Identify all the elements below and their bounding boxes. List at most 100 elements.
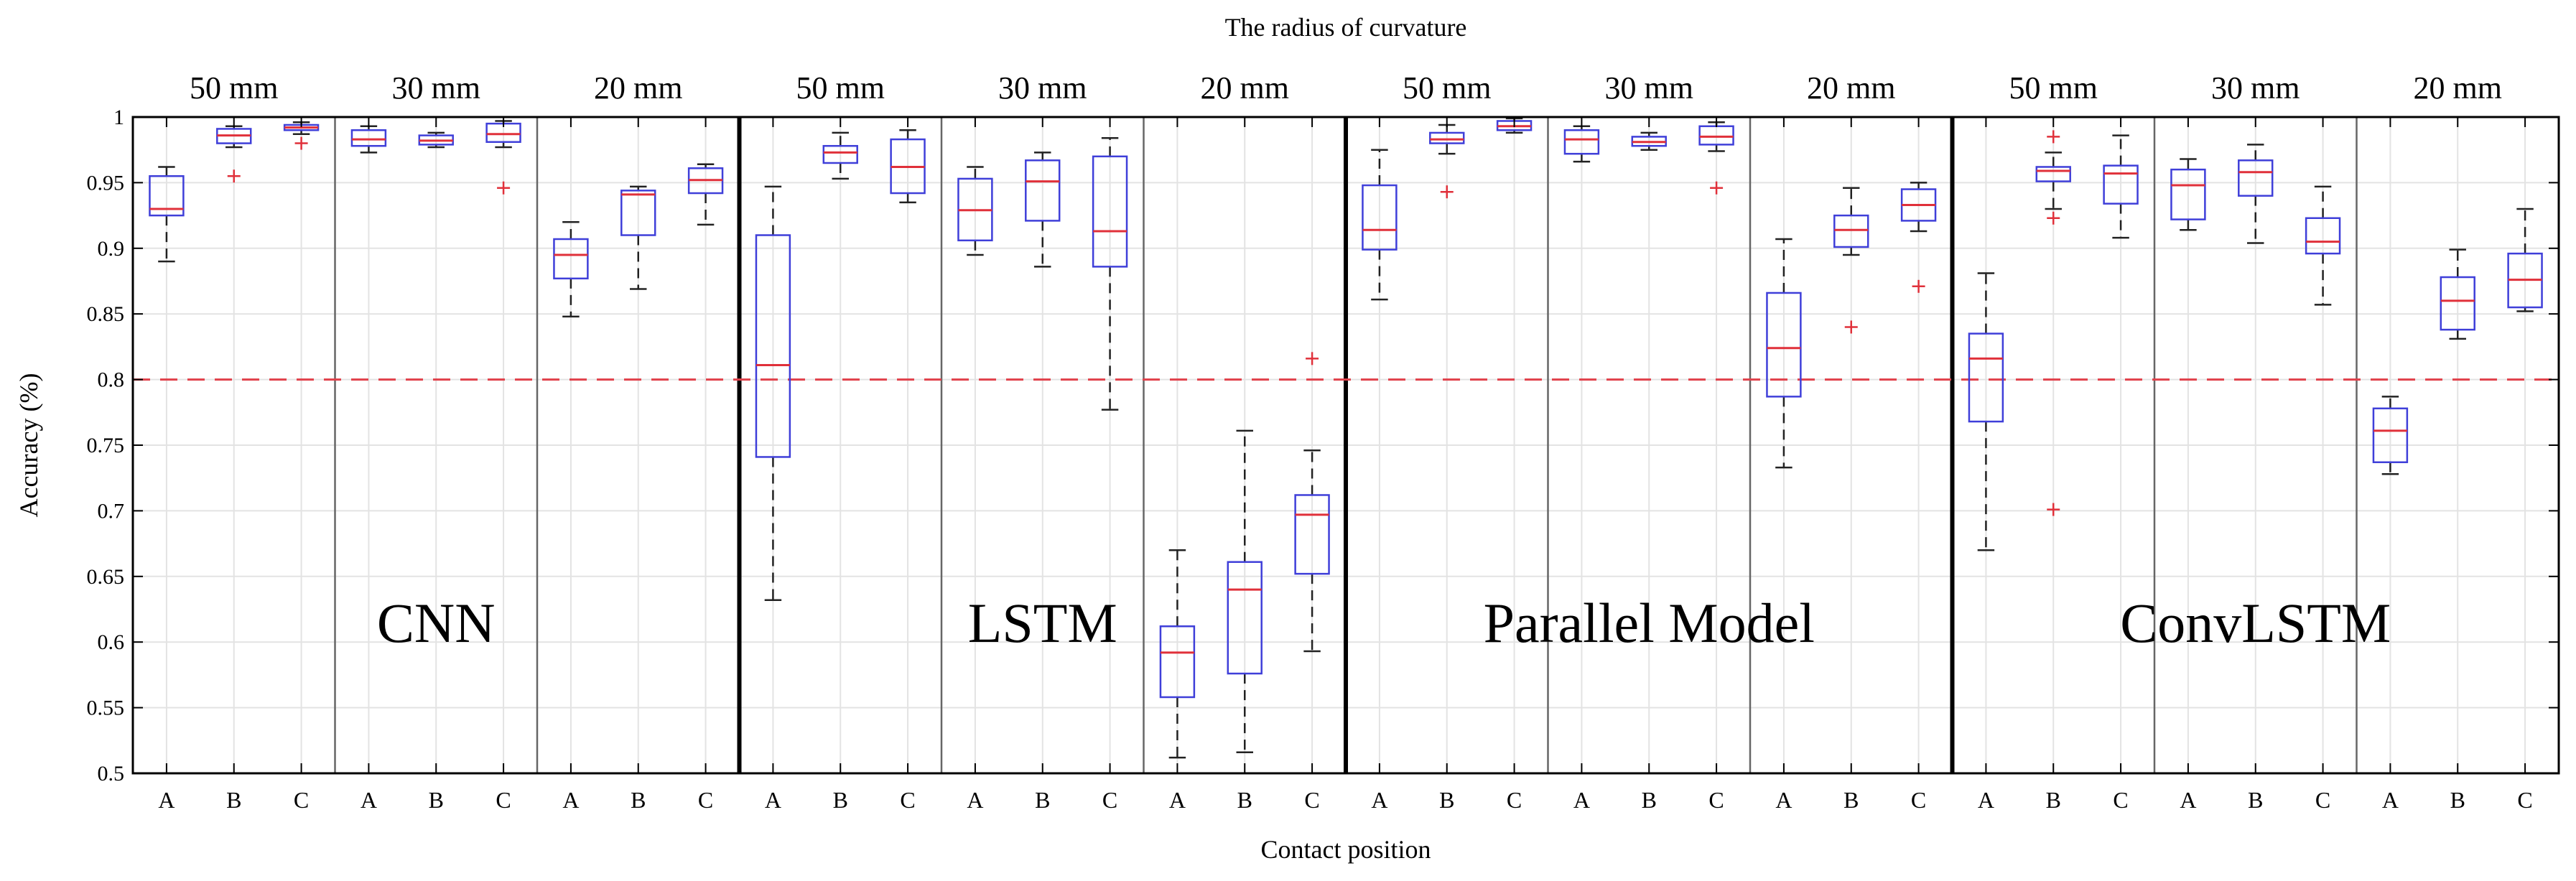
model-label: LSTM xyxy=(968,592,1117,654)
radius-label: 30 mm xyxy=(392,70,480,106)
y-tick-label: 0.8 xyxy=(98,368,125,392)
y-tick-label: 1 xyxy=(113,106,124,129)
x-tick-label: C xyxy=(1102,787,1117,813)
x-tick-label: C xyxy=(496,787,511,813)
x-tick-label: C xyxy=(1911,787,1926,813)
iqr-box xyxy=(1833,214,1869,248)
outlier-marker xyxy=(1912,279,1925,293)
outlier-marker xyxy=(1440,185,1454,199)
outlier-marker xyxy=(1710,181,1724,195)
x-tick-label: A xyxy=(967,787,983,813)
iqr-box xyxy=(2440,276,2475,331)
outlier-marker xyxy=(1844,320,1858,334)
iqr-box xyxy=(553,238,589,280)
outlier-marker xyxy=(2047,503,2060,516)
iqr-box xyxy=(1563,129,1600,155)
y-tick-label: 0.65 xyxy=(87,565,125,589)
iqr-box xyxy=(1025,159,1061,222)
radius-label: 30 mm xyxy=(1605,70,1693,106)
x-tick-label: C xyxy=(2517,787,2532,813)
x-tick-label: B xyxy=(2450,787,2465,813)
x-tick-label: B xyxy=(226,787,241,813)
y-tick-label: 0.95 xyxy=(87,171,125,195)
x-tick-label: A xyxy=(1573,787,1590,813)
x-tick-label: A xyxy=(562,787,579,813)
y-tick-label: 0.5 xyxy=(98,762,125,786)
radius-label: 50 mm xyxy=(190,70,278,106)
outlier-marker xyxy=(2047,211,2060,225)
x-tick-label: C xyxy=(1304,787,1319,813)
iqr-box xyxy=(1159,625,1196,699)
iqr-box xyxy=(1766,292,1802,398)
x-tick-label: C xyxy=(698,787,713,813)
x-tick-label: A xyxy=(158,787,175,813)
radius-label: 30 mm xyxy=(998,70,1087,106)
iqr-box xyxy=(2103,164,2139,205)
x-axis-label: Contact position xyxy=(1261,835,1431,864)
iqr-box xyxy=(2372,407,2409,464)
x-tick-label: C xyxy=(900,787,915,813)
x-tick-label: A xyxy=(1775,787,1792,813)
plot-frame xyxy=(131,116,2560,775)
x-tick-label: B xyxy=(1642,787,1657,813)
iqr-box xyxy=(2170,168,2206,220)
iqr-box xyxy=(1227,561,1263,675)
x-tick-label: C xyxy=(1708,787,1724,813)
x-tick-label: B xyxy=(2046,787,2061,813)
group-dividers xyxy=(334,117,2358,773)
y-tick-label: 0.7 xyxy=(98,499,125,523)
radius-label: 20 mm xyxy=(594,70,682,106)
radius-label: 30 mm xyxy=(2211,70,2300,106)
iqr-box xyxy=(755,234,791,458)
outlier-marker xyxy=(497,181,511,195)
radius-label: 50 mm xyxy=(1403,70,1491,106)
x-tick-label: B xyxy=(631,787,646,813)
x-tick-label: A xyxy=(1169,787,1186,813)
outlier-marker xyxy=(294,136,308,150)
x-tick-label: B xyxy=(1237,787,1252,813)
x-tick-label: B xyxy=(1439,787,1454,813)
chart-title: The radius of curvature xyxy=(1225,13,1467,42)
x-tick-label: A xyxy=(361,787,377,813)
iqr-box xyxy=(2035,166,2071,182)
x-tick-label: B xyxy=(1843,787,1859,813)
x-tick-label: A xyxy=(765,787,781,813)
x-tick-label: B xyxy=(2248,787,2263,813)
x-tick-label: B xyxy=(833,787,848,813)
iqr-box xyxy=(1429,131,1465,144)
iqr-box xyxy=(822,144,858,164)
iqr-box xyxy=(1092,155,1128,268)
outlier-marker xyxy=(2047,130,2060,144)
iqr-box xyxy=(1294,494,1330,575)
x-tick-label: B xyxy=(1035,787,1050,813)
radius-label: 20 mm xyxy=(2414,70,2502,106)
y-tick-label: 0.55 xyxy=(87,696,125,720)
labels: 0.5 0.55 0.6 0.65 0.7 0.75 0.8 0.85 0.9 0.95 1 A B C 5… xyxy=(14,13,2533,864)
iqr-box xyxy=(1362,184,1398,251)
iqr-box xyxy=(2238,159,2274,197)
boxes xyxy=(149,117,2543,759)
x-tick-label: A xyxy=(2180,787,2196,813)
x-tick-label: C xyxy=(1507,787,1522,813)
plot-frame-group xyxy=(131,116,2560,775)
iqr-box xyxy=(620,190,656,236)
x-tick-label: A xyxy=(2382,787,2399,813)
iqr-box xyxy=(350,129,387,147)
outlier-marker xyxy=(1306,352,1319,365)
y-tick-label: 0.85 xyxy=(87,302,125,326)
radius-label: 20 mm xyxy=(1807,70,1895,106)
model-label: Parallel Model xyxy=(1484,592,1815,654)
radius-label: 20 mm xyxy=(1201,70,1289,106)
x-tick-label: A xyxy=(1978,787,1994,813)
y-tick-label: 0.75 xyxy=(87,434,125,457)
iqr-box xyxy=(1968,332,2004,423)
x-tick-label: C xyxy=(294,787,309,813)
y-tick-label: 0.9 xyxy=(98,237,125,261)
x-tick-label: A xyxy=(1371,787,1387,813)
y-tick-label: 0.6 xyxy=(98,630,125,654)
x-tick-label: C xyxy=(2113,787,2128,813)
model-label: ConvLSTM xyxy=(2120,592,2391,654)
outlier-marker xyxy=(227,169,241,183)
iqr-box xyxy=(2305,217,2341,255)
